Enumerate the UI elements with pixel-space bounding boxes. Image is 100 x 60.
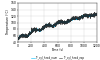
Line: T°_cyl_head_num: T°_cyl_head_num [18,14,97,39]
T°_cyl_head_num [18,39,19,40]
T°_cyl_head_exp [59,20,60,21]
T°_cyl_head_exp [96,12,98,13]
T°_cyl_head_exp [52,25,53,26]
Legend: T°_cyl_head_num, T°_cyl_head_exp: T°_cyl_head_num, T°_cyl_head_exp [31,56,84,60]
T°_cyl_head_num [61,21,62,22]
Y-axis label: Temperature (°C): Temperature (°C) [6,10,10,35]
T°_cyl_head_num [96,13,97,14]
T°_cyl_head_num [17,39,19,40]
T°_cyl_head_num [31,31,32,32]
T°_cyl_head_num [28,35,29,36]
X-axis label: Time (s): Time (s) [51,48,64,52]
Line: T°_cyl_head_exp: T°_cyl_head_exp [18,12,97,40]
T°_cyl_head_exp [28,36,29,37]
T°_cyl_head_exp [94,12,95,13]
